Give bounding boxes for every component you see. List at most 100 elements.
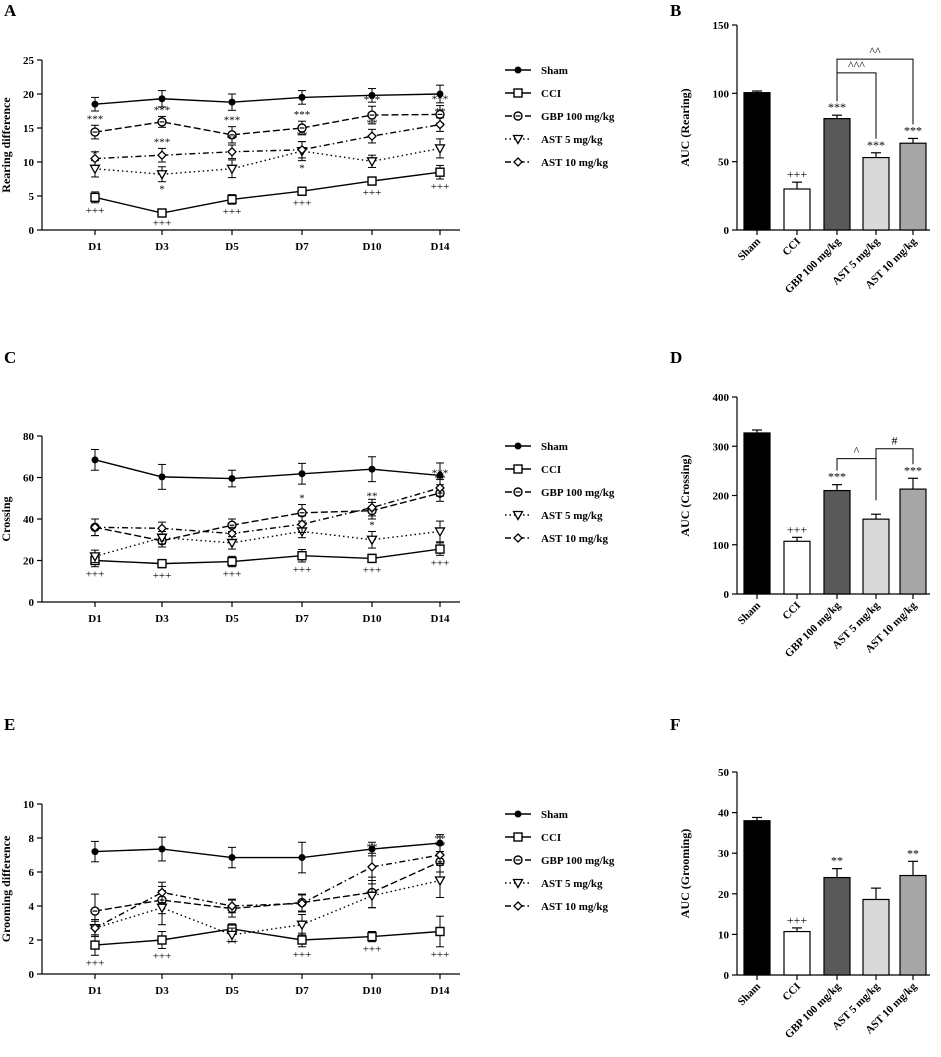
panel-e-series-1-sig-below-3: +++ xyxy=(293,949,312,961)
panel-c-series-3-point-0 xyxy=(89,552,101,563)
panel-a-series-0-point-1 xyxy=(158,95,166,103)
panel-c-series-line-3 xyxy=(94,530,441,558)
panel-a-legend-marker-0 xyxy=(514,66,522,74)
panel-a-x-tick-label-4: D10 xyxy=(363,241,382,253)
panel-f-y-tick-label-0: 0 xyxy=(724,970,730,982)
panel-a-series-1-sig-below-1: +++ xyxy=(153,218,172,230)
panel-a-series-1-point-4 xyxy=(367,176,377,186)
panel-b-bracket-label-1: ^^ xyxy=(869,44,881,58)
panel-e-x-tick-label-4: D10 xyxy=(363,985,382,997)
panel-a-series-4-point-5 xyxy=(435,119,445,130)
panel-c-series-3-point-2 xyxy=(226,538,238,549)
panel-a-y-tick-label-4: 20 xyxy=(23,89,35,101)
panel-e-series-0-point-2 xyxy=(228,854,236,862)
panel-a-series-3-point-1 xyxy=(156,170,168,181)
panel-b-y-tick-label-3: 150 xyxy=(713,20,730,32)
bar-chart-auc-crossing: 0 100 200 300 400 AUC (Crossing) Sham +++ CCI ***… xyxy=(678,392,930,660)
panel-c-legend-label-4: AST 10 mg/kg xyxy=(541,533,609,545)
panel-a-series-1-sig-below-2: +++ xyxy=(223,206,242,218)
panel-e-series-4-point-5 xyxy=(435,850,445,860)
panel-d-bracket-label-1: # xyxy=(892,434,898,448)
panel-e-series-line-1 xyxy=(94,928,441,946)
panel-c-legend-label-2: GBP 100 mg/kg xyxy=(541,487,615,499)
panel-a-series-3-point-4 xyxy=(366,157,378,168)
panel-c-series-line-1 xyxy=(94,548,441,565)
panel-d-y-tick-label-1: 100 xyxy=(713,540,730,552)
panel-a-series-1-sig-below-4: +++ xyxy=(363,187,382,199)
panel-c-legend-marker-3 xyxy=(512,510,524,521)
panel-c-series-2-sig-above-4: ** xyxy=(367,490,378,502)
panel-e-series-3-point-3 xyxy=(296,920,308,931)
panel-f-bar-4 xyxy=(899,874,927,976)
panel-e-legend-marker-1 xyxy=(513,832,523,842)
panel-e-series-4-sig-above-4: ** xyxy=(367,841,378,853)
panel-c-series-1-point-2 xyxy=(227,556,237,567)
panel-d-bar-0 xyxy=(743,432,771,595)
panel-a-series-0-point-4 xyxy=(368,91,376,99)
panel-d-bracket-label-0: ^ xyxy=(854,444,860,458)
panel-c-series-line-4 xyxy=(94,487,441,535)
panel-letter-d: D xyxy=(670,348,682,367)
panel-b-y-tick-label-2: 100 xyxy=(713,88,730,100)
panel-c-series-0-point-3 xyxy=(298,470,306,478)
panel-c-series-1-sig-below-0: +++ xyxy=(86,569,105,581)
line-chart-rearing: 0 5 10 15 20 25 Rearing difference D1 D3 D5 D7 D10 D… xyxy=(0,55,615,253)
panel-c-series-1-sig-below-4: +++ xyxy=(363,565,382,577)
panel-e-legend-label-0: Sham xyxy=(541,809,568,821)
panel-a-series-2-sig-above-4: *** xyxy=(364,94,381,106)
panel-c-legend-label-3: AST 5 mg/kg xyxy=(541,510,603,522)
panel-d-sig-2: *** xyxy=(828,470,846,484)
panel-a-series-2-sig-above-3: *** xyxy=(294,109,311,121)
panel-c-y-tick-label-1: 20 xyxy=(23,556,35,568)
panel-c-series-2-sig-above-3: * xyxy=(299,492,305,504)
panel-a-legend-label-2: GBP 100 mg/kg xyxy=(541,111,615,123)
panel-c-x-tick-label-3: D7 xyxy=(295,613,309,625)
panel-e-series-line-3 xyxy=(94,879,441,936)
panel-a-y-tick-label-5: 25 xyxy=(23,55,35,67)
panel-e-series-1-sig-below-5: +++ xyxy=(431,949,450,961)
panel-c-series-4-point-2 xyxy=(227,528,237,539)
panel-a-legend-label-3: AST 5 mg/kg xyxy=(541,134,603,146)
panel-c-series-1-sig-below-1: +++ xyxy=(153,570,172,582)
panel-e-y-tick-label-4: 8 xyxy=(29,833,35,845)
panel-a-series-4-sig-above-4: ** xyxy=(367,117,378,129)
panel-a-series-line-0 xyxy=(94,93,441,105)
panel-a-series-4-sig-above-5: ** xyxy=(435,106,446,118)
panel-f-sig-2: ** xyxy=(831,854,843,868)
panel-e-series-4-point-0 xyxy=(90,923,100,934)
panel-b-bar-1 xyxy=(783,188,811,231)
panel-letter-f: F xyxy=(670,715,680,734)
panel-a-series-0-point-5 xyxy=(436,90,444,98)
panel-a-series-1-point-5 xyxy=(435,167,445,177)
panel-b-bar-0 xyxy=(743,92,771,231)
panel-c-x-tick-label-1: D3 xyxy=(155,613,169,625)
panel-d-y-tick-label-2: 200 xyxy=(713,491,730,503)
panel-d-sig-1: +++ xyxy=(787,522,808,536)
panel-f-sig-1: +++ xyxy=(787,913,808,927)
panel-e-legend-label-1: CCI xyxy=(541,832,561,844)
panel-e-legend-label-2: GBP 100 mg/kg xyxy=(541,855,615,867)
panel-b-sig-4: *** xyxy=(904,123,922,137)
panel-e-y-tick-label-3: 6 xyxy=(29,867,35,879)
panel-f-y-tick-label-3: 30 xyxy=(718,848,730,860)
panel-a-y-tick-label-0: 0 xyxy=(29,225,35,237)
panel-a-series-1-point-0 xyxy=(90,192,100,203)
panel-d-y-tick-label-4: 400 xyxy=(713,392,730,404)
panel-c-series-0-point-2 xyxy=(228,475,236,483)
panel-b-y-tick-label-1: 50 xyxy=(718,157,730,169)
panel-a-series-1-point-1 xyxy=(157,208,167,218)
panel-e-series-3-point-1 xyxy=(156,903,168,914)
panel-f-bar-0 xyxy=(743,820,771,976)
panel-c-series-line-2 xyxy=(94,492,441,542)
panel-a-series-1-point-2 xyxy=(227,194,237,205)
panel-e-x-tick-label-1: D3 xyxy=(155,985,169,997)
panel-f-y-tick-label-5: 50 xyxy=(718,767,730,779)
panel-b-bar-3 xyxy=(862,156,890,231)
panel-d-y-axis-title: AUC (Crossing) xyxy=(678,454,692,536)
panel-a-series-2-sig-above-1: *** xyxy=(154,104,171,116)
panel-a-x-tick-label-2: D5 xyxy=(225,241,239,253)
panel-d-bar-1 xyxy=(783,540,811,595)
